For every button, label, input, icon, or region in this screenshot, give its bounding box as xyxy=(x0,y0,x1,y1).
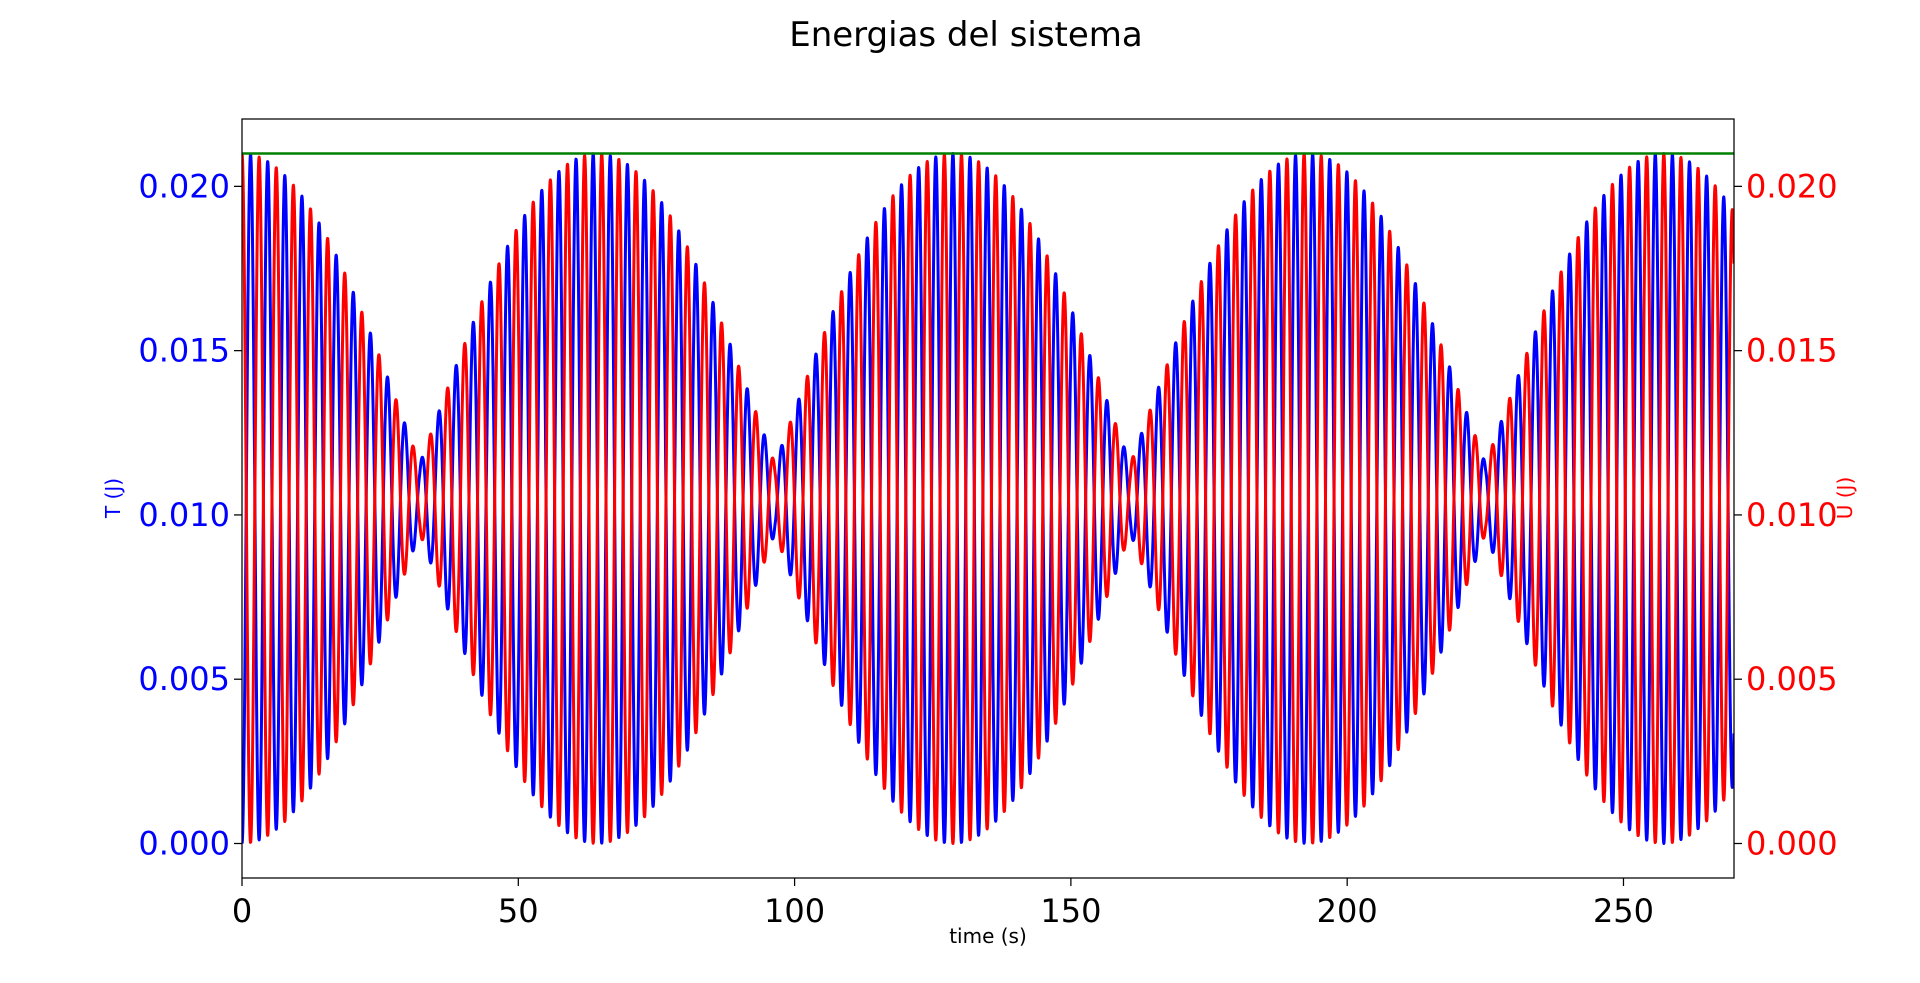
y-tick-label-right: 0.005 xyxy=(1746,660,1838,698)
y-tick-label-left: 0.020 xyxy=(138,167,230,205)
y-tick-label-right: 0.020 xyxy=(1746,167,1838,205)
x-tick-label: 150 xyxy=(1040,892,1101,930)
x-tick-label: 250 xyxy=(1593,892,1654,930)
x-axis: 0 50 100 150 200 250 xyxy=(232,878,1654,930)
x-tick-label: 200 xyxy=(1317,892,1378,930)
y-tick-label-left: 0.005 xyxy=(138,660,230,698)
y-axis-left: 0.000 0.005 0.010 0.015 0.020 xyxy=(138,167,242,863)
x-tick-label: 100 xyxy=(764,892,825,930)
x-axis-label: time (s) xyxy=(949,924,1027,948)
y-tick-label-right: 0.010 xyxy=(1746,496,1838,534)
lines-layer xyxy=(242,152,1734,845)
axes-frame xyxy=(241,118,1735,879)
y-tick-label-left: 0.000 xyxy=(138,825,230,863)
x-tick-label: 50 xyxy=(498,892,539,930)
series-line-U xyxy=(242,152,1734,845)
y-tick-label-right: 0.000 xyxy=(1746,825,1838,863)
y-axis-label-right: U (J) xyxy=(1833,477,1857,520)
chart-title: Energias del sistema xyxy=(789,15,1143,55)
y-axis-right: 0.000 0.005 0.010 0.015 0.020 xyxy=(1734,167,1838,863)
y-tick-label-right: 0.015 xyxy=(1746,332,1838,370)
x-tick-label: 0 xyxy=(232,892,252,930)
y-tick-label-left: 0.015 xyxy=(138,332,230,370)
y-axis-label-left: T (J) xyxy=(101,478,125,519)
series-line-T xyxy=(242,152,1734,845)
y-tick-label-left: 0.010 xyxy=(138,496,230,534)
